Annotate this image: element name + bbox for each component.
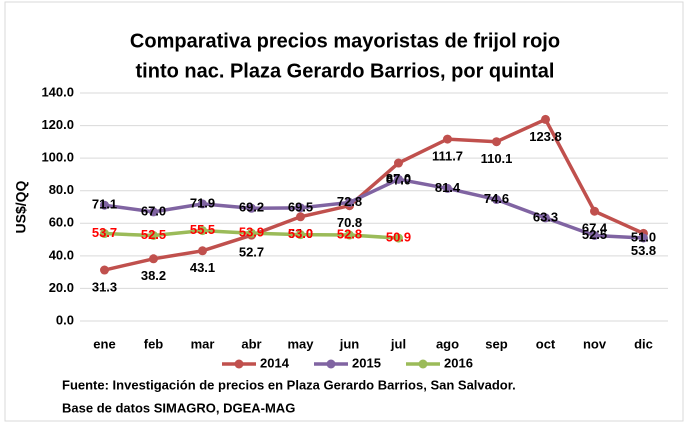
data-point (492, 195, 501, 205)
data-point (100, 229, 109, 239)
data-label: 71.9 (190, 195, 215, 210)
data-point (149, 254, 158, 264)
data-label: 55.5 (190, 222, 215, 237)
data-point (443, 183, 452, 193)
series-line (104, 117, 645, 272)
data-label: 52.7 (239, 245, 264, 260)
data-label: 50.9 (386, 230, 411, 245)
legend-label: 2014 (260, 355, 290, 370)
data-point (100, 200, 109, 210)
data-point (296, 230, 305, 240)
x-tick-label: ago (436, 336, 459, 351)
data-label: 53.0 (288, 226, 313, 241)
data-label: 51.0 (631, 229, 656, 244)
data-label: 31.3 (92, 279, 117, 294)
data-label: 110.1 (481, 151, 513, 166)
data-label: 53.8 (631, 243, 656, 258)
chart-title: Comparativa precios mayoristas de frijol… (130, 30, 560, 52)
data-point (296, 203, 305, 213)
data-point (590, 231, 599, 240)
x-tick-label: may (287, 336, 314, 351)
x-tick-label: oct (536, 336, 556, 351)
data-point (443, 134, 452, 144)
data-label: 53.7 (92, 225, 117, 240)
data-point (394, 174, 403, 184)
data-label: 52.8 (337, 226, 362, 241)
data-point (541, 213, 550, 223)
data-label: 69.5 (288, 199, 313, 214)
y-tick-label: 60.0 (49, 215, 74, 230)
data-point (394, 233, 403, 243)
x-tick-label: mar (191, 336, 215, 351)
y-axis-label: US$/QQ (13, 180, 29, 233)
data-point (394, 158, 403, 168)
y-tick-label: 40.0 (49, 247, 74, 262)
data-label: 87.0 (386, 171, 411, 186)
data-label: 69.2 (239, 200, 264, 215)
data-label: 111.7 (432, 149, 463, 164)
data-label: 52.5 (141, 227, 166, 242)
y-tick-label: 20.0 (49, 280, 74, 295)
data-point (100, 265, 109, 275)
data-point (296, 212, 305, 222)
data-point (492, 137, 501, 147)
data-point (590, 206, 599, 216)
data-label: 70.8 (337, 215, 362, 230)
y-tick-label: 100.0 (41, 150, 74, 165)
data-point (247, 203, 256, 213)
data-point (198, 226, 207, 236)
data-label: 63.3 (533, 209, 558, 224)
legend-marker (418, 359, 428, 369)
data-label: 52.5 (582, 227, 607, 242)
x-tick-label: feb (144, 336, 164, 351)
data-label: 67.0 (141, 203, 166, 218)
legend-label: 2016 (444, 355, 473, 370)
data-label: 71.1 (92, 197, 117, 212)
data-label: 38.2 (141, 268, 166, 283)
x-tick-label: jun (339, 336, 360, 351)
source-note: Fuente: Investigación de precios en Plaz… (62, 377, 516, 392)
legend-marker (234, 359, 244, 369)
chart-frame (4, 1, 684, 422)
series-line (104, 177, 644, 240)
data-label: 123.8 (529, 129, 562, 144)
y-tick-label: 140.0 (41, 84, 74, 99)
data-label: 43.1 (190, 260, 215, 275)
data-label: 72.8 (337, 194, 362, 209)
data-point (247, 228, 256, 238)
chart-subtitle: tinto nac. Plaza Gerardo Barrios, por qu… (136, 60, 555, 82)
data-label: 74.6 (484, 191, 509, 206)
data-point (345, 197, 354, 207)
data-point (345, 230, 354, 240)
legend-label: 2015 (352, 355, 381, 370)
data-label: 53.9 (239, 225, 264, 240)
x-tick-label: nov (583, 336, 607, 351)
data-point (149, 207, 158, 217)
x-tick-label: jul (390, 336, 406, 351)
x-tick-label: dic (634, 336, 653, 351)
data-point (149, 231, 158, 240)
source-note: Base de datos SIMAGRO, DGEA-MAG (62, 400, 295, 415)
data-point (198, 199, 207, 209)
data-point (541, 114, 550, 124)
x-tick-label: abr (241, 336, 261, 351)
y-tick-label: 0.0 (56, 312, 74, 327)
x-tick-label: sep (485, 336, 507, 351)
legend-marker (326, 359, 336, 369)
y-tick-label: 120.0 (41, 117, 74, 132)
x-tick-label: ene (93, 336, 115, 351)
data-point (198, 246, 207, 256)
y-tick-label: 80.0 (49, 182, 74, 197)
data-point (639, 233, 648, 243)
data-label: 81.4 (435, 180, 461, 195)
